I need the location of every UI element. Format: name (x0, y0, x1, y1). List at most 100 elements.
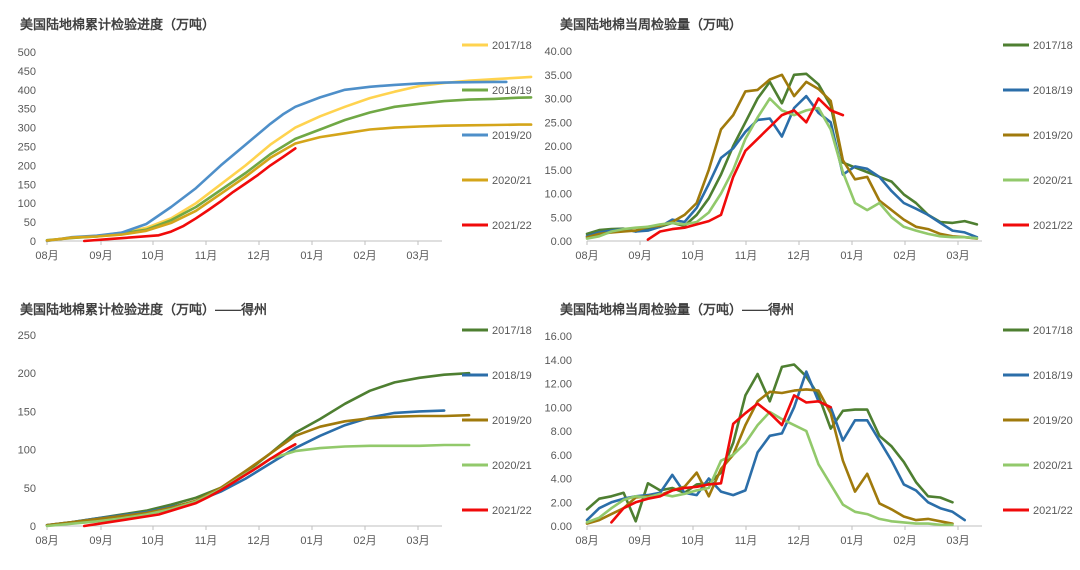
x-tick-label: 12月 (247, 535, 270, 547)
y-tick-label: 100 (18, 445, 36, 457)
legend-label: 2021/22 (1033, 505, 1073, 517)
y-tick-label: 0.00 (551, 521, 572, 533)
y-tick-label: 350 (18, 104, 36, 116)
y-tick-label: 150 (18, 406, 36, 418)
series-line-2018-19 (585, 370, 966, 522)
x-tick-label: 12月 (787, 250, 810, 262)
series-line-2020-21 (585, 410, 954, 527)
series-line-2021-22 (646, 97, 845, 241)
y-tick-label: 500 (18, 47, 36, 59)
y-tick-label: 5.00 (551, 212, 572, 224)
legend-label: 2018/19 (1033, 85, 1073, 97)
legend-label: 2019/20 (1033, 130, 1073, 142)
legend-label: 2018/19 (1033, 370, 1073, 382)
chart-title: 美国陆地棉当周检验量（万吨） (560, 17, 743, 32)
series-line-2017-18 (45, 371, 471, 527)
line-chart-cumulative-texas: 0 50 100 150 200 250 08月 09月 10月 11月 12月 01月 02月 03月 2… (18, 325, 532, 547)
chart-panel-weekly-texas: 美国陆地棉当周检验量（万吨）——得州 0.00 2.00 4.00 6.00 8.00 1… (540, 285, 1080, 570)
legend-label: 2020/21 (1033, 460, 1073, 472)
chart-title: 美国陆地棉当周检验量（万吨）——得州 (560, 302, 795, 317)
y-tick-label: 300 (18, 123, 36, 135)
line-chart-weekly-us: 0.00 5.00 10.00 15.00 20.00 25.00 30.00 35.00 40… (544, 40, 1073, 262)
chart-panel-cumulative-us: 美国陆地棉累计检验进度（万吨） 0 50 100 150 200 250 300 350 400… (0, 0, 540, 285)
series-line-2020-21 (45, 123, 533, 242)
series-line-2018-19 (585, 94, 979, 239)
chart-title: 美国陆地棉累计检验进度（万吨） (20, 17, 216, 32)
y-tick-label: 20.00 (544, 141, 572, 153)
legend-label: 2017/18 (1033, 325, 1073, 337)
series-line-2019-20 (585, 73, 979, 240)
y-tick-label: 50 (24, 483, 36, 495)
series-line-2021-22 (82, 147, 297, 243)
y-tick-label: 35.00 (544, 70, 572, 82)
y-tick-label: 30.00 (544, 94, 572, 106)
legend-label: 2019/20 (1033, 415, 1073, 427)
x-tick-label: 09月 (628, 535, 651, 547)
series-line-2020-21 (585, 97, 979, 240)
y-tick-label: 16.00 (544, 331, 572, 343)
x-tick-label: 03月 (406, 535, 429, 547)
series-line-2019-20 (45, 80, 508, 243)
y-tick-label: 400 (18, 85, 36, 97)
x-tick-label: 01月 (300, 535, 323, 547)
line-chart-weekly-texas: 0.00 2.00 4.00 6.00 8.00 10.00 12.00 14.00 16.00… (544, 325, 1073, 547)
x-tick-label: 10月 (141, 250, 164, 262)
y-tick-label: 250 (18, 142, 36, 154)
x-tick-label: 01月 (840, 250, 863, 262)
x-tick-label: 08月 (575, 250, 598, 262)
x-tick-label: 08月 (35, 535, 58, 547)
x-tick-label: 01月 (840, 535, 863, 547)
line-chart-cumulative-us: 0 50 100 150 200 250 300 350 400 450 500 08月 09月 10月 1… (18, 40, 533, 262)
x-tick-label: 08月 (35, 250, 58, 262)
x-tick-label: 03月 (406, 250, 429, 262)
y-tick-label: 2.00 (551, 497, 572, 509)
x-tick-label: 08月 (575, 535, 598, 547)
series-line-2021-22 (82, 443, 297, 528)
x-tick-label: 03月 (946, 250, 969, 262)
legend-label: 2021/22 (492, 505, 532, 517)
x-tick-label: 09月 (89, 535, 112, 547)
series-line-2018-19 (45, 409, 446, 527)
x-tick-label: 10月 (681, 250, 704, 262)
y-tick-label: 50 (24, 217, 36, 229)
legend-label: 2019/20 (492, 415, 532, 427)
x-tick-label: 11月 (735, 250, 757, 262)
y-tick-label: 0 (30, 236, 36, 248)
x-tick-label: 01月 (300, 250, 323, 262)
legend-label: 2020/21 (492, 460, 532, 472)
y-tick-label: 14.00 (544, 355, 572, 367)
legend-label: 2019/20 (492, 130, 532, 142)
legend-label: 2017/18 (1033, 40, 1073, 52)
legend-label: 2021/22 (1033, 220, 1073, 232)
y-tick-label: 200 (18, 160, 36, 172)
legend-label: 2020/21 (492, 175, 532, 187)
series-line-2021-22 (610, 394, 832, 524)
y-tick-label: 8.00 (551, 426, 572, 438)
x-tick-label: 11月 (735, 535, 757, 547)
y-tick-label: 25.00 (544, 117, 572, 129)
x-tick-label: 10月 (141, 535, 164, 547)
x-tick-label: 02月 (893, 535, 916, 547)
x-tick-label: 09月 (89, 250, 112, 262)
chart-title: 美国陆地棉累计检验进度（万吨）——得州 (20, 302, 268, 317)
x-tick-label: 02月 (353, 535, 376, 547)
legend-label: 2020/21 (1033, 175, 1073, 187)
x-tick-label: 11月 (195, 535, 217, 547)
x-tick-label: 11月 (195, 250, 217, 262)
y-tick-label: 150 (18, 179, 36, 191)
legend-label: 2018/19 (492, 370, 532, 382)
x-tick-label: 10月 (681, 535, 704, 547)
y-tick-label: 100 (18, 198, 36, 210)
x-tick-label: 12月 (247, 250, 270, 262)
y-tick-label: 250 (18, 330, 36, 342)
series-line-2018-19 (45, 96, 533, 242)
y-tick-label: 6.00 (551, 450, 572, 462)
x-tick-label: 09月 (628, 250, 651, 262)
series-line-2017-18 (585, 363, 954, 523)
y-tick-label: 0.00 (551, 236, 572, 248)
y-tick-label: 12.00 (544, 379, 572, 391)
y-tick-label: 0 (30, 521, 36, 533)
x-tick-label: 12月 (787, 535, 810, 547)
legend-label: 2017/18 (492, 40, 532, 52)
y-tick-label: 40.00 (544, 46, 572, 58)
